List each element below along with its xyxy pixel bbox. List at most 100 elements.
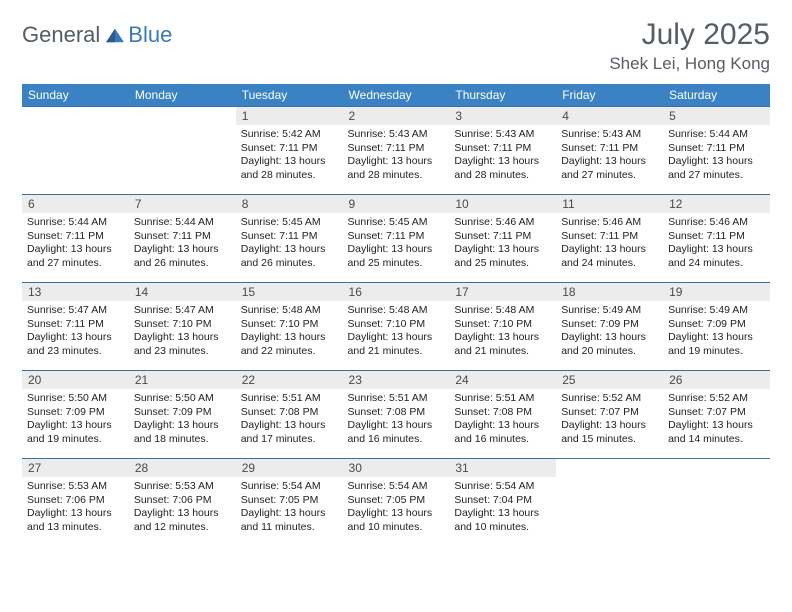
day-number: 31 <box>449 459 556 477</box>
calendar-cell: 31Sunrise: 5:54 AMSunset: 7:04 PMDayligh… <box>449 459 556 547</box>
day-number: 6 <box>22 195 129 213</box>
day-header: Saturday <box>663 84 770 107</box>
day-number: 28 <box>129 459 236 477</box>
day-data: Sunrise: 5:42 AMSunset: 7:11 PMDaylight:… <box>236 125 343 187</box>
calendar-cell: 12Sunrise: 5:46 AMSunset: 7:11 PMDayligh… <box>663 195 770 283</box>
day-number: 25 <box>556 371 663 389</box>
day-number: 8 <box>236 195 343 213</box>
day-number: 27 <box>22 459 129 477</box>
day-number: 15 <box>236 283 343 301</box>
day-number: 19 <box>663 283 770 301</box>
calendar-cell: 8Sunrise: 5:45 AMSunset: 7:11 PMDaylight… <box>236 195 343 283</box>
day-data: Sunrise: 5:44 AMSunset: 7:11 PMDaylight:… <box>129 213 236 275</box>
calendar-cell: 18Sunrise: 5:49 AMSunset: 7:09 PMDayligh… <box>556 283 663 371</box>
calendar-cell: 15Sunrise: 5:48 AMSunset: 7:10 PMDayligh… <box>236 283 343 371</box>
day-data: Sunrise: 5:54 AMSunset: 7:04 PMDaylight:… <box>449 477 556 539</box>
day-data: Sunrise: 5:45 AMSunset: 7:11 PMDaylight:… <box>236 213 343 275</box>
day-header: Thursday <box>449 84 556 107</box>
title-block: July 2025 Shek Lei, Hong Kong <box>609 18 770 74</box>
day-number: 24 <box>449 371 556 389</box>
calendar-cell: 6Sunrise: 5:44 AMSunset: 7:11 PMDaylight… <box>22 195 129 283</box>
day-number: 16 <box>343 283 450 301</box>
day-data: Sunrise: 5:54 AMSunset: 7:05 PMDaylight:… <box>343 477 450 539</box>
day-data: Sunrise: 5:46 AMSunset: 7:11 PMDaylight:… <box>663 213 770 275</box>
calendar-cell: 7Sunrise: 5:44 AMSunset: 7:11 PMDaylight… <box>129 195 236 283</box>
calendar-cell: 4Sunrise: 5:43 AMSunset: 7:11 PMDaylight… <box>556 107 663 195</box>
day-data: Sunrise: 5:50 AMSunset: 7:09 PMDaylight:… <box>129 389 236 451</box>
calendar-cell: 26Sunrise: 5:52 AMSunset: 7:07 PMDayligh… <box>663 371 770 459</box>
day-data: Sunrise: 5:43 AMSunset: 7:11 PMDaylight:… <box>556 125 663 187</box>
day-data: Sunrise: 5:45 AMSunset: 7:11 PMDaylight:… <box>343 213 450 275</box>
day-data: Sunrise: 5:46 AMSunset: 7:11 PMDaylight:… <box>556 213 663 275</box>
day-data: Sunrise: 5:52 AMSunset: 7:07 PMDaylight:… <box>663 389 770 451</box>
day-number: 14 <box>129 283 236 301</box>
day-header-row: SundayMondayTuesdayWednesdayThursdayFrid… <box>22 84 770 107</box>
calendar-cell: .. <box>129 107 236 195</box>
day-number: 2 <box>343 107 450 125</box>
logo: General Blue <box>22 22 172 48</box>
day-header: Friday <box>556 84 663 107</box>
calendar-cell: 14Sunrise: 5:47 AMSunset: 7:10 PMDayligh… <box>129 283 236 371</box>
calendar-cell: 23Sunrise: 5:51 AMSunset: 7:08 PMDayligh… <box>343 371 450 459</box>
calendar-cell: 13Sunrise: 5:47 AMSunset: 7:11 PMDayligh… <box>22 283 129 371</box>
day-data: Sunrise: 5:47 AMSunset: 7:11 PMDaylight:… <box>22 301 129 363</box>
calendar-cell: .. <box>22 107 129 195</box>
day-data: Sunrise: 5:49 AMSunset: 7:09 PMDaylight:… <box>663 301 770 363</box>
day-data: Sunrise: 5:51 AMSunset: 7:08 PMDaylight:… <box>449 389 556 451</box>
day-data: Sunrise: 5:46 AMSunset: 7:11 PMDaylight:… <box>449 213 556 275</box>
month-title: July 2025 <box>609 18 770 52</box>
calendar-week-row: 27Sunrise: 5:53 AMSunset: 7:06 PMDayligh… <box>22 459 770 547</box>
logo-blue-text: Blue <box>128 22 172 48</box>
calendar-week-row: ....1Sunrise: 5:42 AMSunset: 7:11 PMDayl… <box>22 107 770 195</box>
day-number: 18 <box>556 283 663 301</box>
day-data: Sunrise: 5:51 AMSunset: 7:08 PMDaylight:… <box>236 389 343 451</box>
day-number: 10 <box>449 195 556 213</box>
calendar-cell: 24Sunrise: 5:51 AMSunset: 7:08 PMDayligh… <box>449 371 556 459</box>
day-data: Sunrise: 5:44 AMSunset: 7:11 PMDaylight:… <box>663 125 770 187</box>
calendar-cell: 27Sunrise: 5:53 AMSunset: 7:06 PMDayligh… <box>22 459 129 547</box>
calendar-table: SundayMondayTuesdayWednesdayThursdayFrid… <box>22 84 770 547</box>
day-number: 26 <box>663 371 770 389</box>
header: General Blue July 2025 Shek Lei, Hong Ko… <box>22 18 770 74</box>
location-text: Shek Lei, Hong Kong <box>609 54 770 74</box>
day-number: 3 <box>449 107 556 125</box>
day-data: Sunrise: 5:53 AMSunset: 7:06 PMDaylight:… <box>22 477 129 539</box>
calendar-cell: 16Sunrise: 5:48 AMSunset: 7:10 PMDayligh… <box>343 283 450 371</box>
calendar-cell: 11Sunrise: 5:46 AMSunset: 7:11 PMDayligh… <box>556 195 663 283</box>
calendar-cell: 30Sunrise: 5:54 AMSunset: 7:05 PMDayligh… <box>343 459 450 547</box>
day-number: 12 <box>663 195 770 213</box>
day-header: Monday <box>129 84 236 107</box>
calendar-week-row: 13Sunrise: 5:47 AMSunset: 7:11 PMDayligh… <box>22 283 770 371</box>
day-data: Sunrise: 5:50 AMSunset: 7:09 PMDaylight:… <box>22 389 129 451</box>
calendar-cell: 19Sunrise: 5:49 AMSunset: 7:09 PMDayligh… <box>663 283 770 371</box>
day-data: Sunrise: 5:53 AMSunset: 7:06 PMDaylight:… <box>129 477 236 539</box>
calendar-cell: 9Sunrise: 5:45 AMSunset: 7:11 PMDaylight… <box>343 195 450 283</box>
day-data: Sunrise: 5:43 AMSunset: 7:11 PMDaylight:… <box>449 125 556 187</box>
day-number: 21 <box>129 371 236 389</box>
day-data: Sunrise: 5:48 AMSunset: 7:10 PMDaylight:… <box>449 301 556 363</box>
day-data: Sunrise: 5:52 AMSunset: 7:07 PMDaylight:… <box>556 389 663 451</box>
day-number: 11 <box>556 195 663 213</box>
day-header: Tuesday <box>236 84 343 107</box>
day-header: Wednesday <box>343 84 450 107</box>
day-data: Sunrise: 5:47 AMSunset: 7:10 PMDaylight:… <box>129 301 236 363</box>
day-header: Sunday <box>22 84 129 107</box>
day-number: 17 <box>449 283 556 301</box>
calendar-cell: 10Sunrise: 5:46 AMSunset: 7:11 PMDayligh… <box>449 195 556 283</box>
day-data: Sunrise: 5:51 AMSunset: 7:08 PMDaylight:… <box>343 389 450 451</box>
calendar-cell: .. <box>663 459 770 547</box>
calendar-cell: 20Sunrise: 5:50 AMSunset: 7:09 PMDayligh… <box>22 371 129 459</box>
day-number: 1 <box>236 107 343 125</box>
day-number: 7 <box>129 195 236 213</box>
day-data: Sunrise: 5:54 AMSunset: 7:05 PMDaylight:… <box>236 477 343 539</box>
calendar-cell: 25Sunrise: 5:52 AMSunset: 7:07 PMDayligh… <box>556 371 663 459</box>
day-number: 9 <box>343 195 450 213</box>
day-number: 29 <box>236 459 343 477</box>
day-number: 13 <box>22 283 129 301</box>
calendar-week-row: 6Sunrise: 5:44 AMSunset: 7:11 PMDaylight… <box>22 195 770 283</box>
calendar-cell: 17Sunrise: 5:48 AMSunset: 7:10 PMDayligh… <box>449 283 556 371</box>
calendar-cell: .. <box>556 459 663 547</box>
day-number: 30 <box>343 459 450 477</box>
calendar-cell: 29Sunrise: 5:54 AMSunset: 7:05 PMDayligh… <box>236 459 343 547</box>
day-data: Sunrise: 5:48 AMSunset: 7:10 PMDaylight:… <box>236 301 343 363</box>
